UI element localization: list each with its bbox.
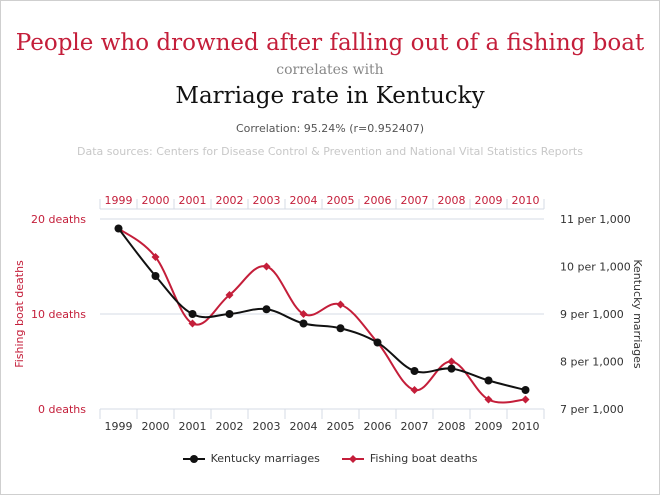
chart-legend: Kentucky marriages Fishing boat deaths — [0, 452, 660, 465]
series-lines — [117, 227, 526, 404]
y-right-tick-label: 7 per 1,000 — [560, 403, 624, 416]
data-point-marriages — [225, 310, 234, 318]
data-point-marriages — [188, 310, 197, 318]
x-tick-label-bottom: 2009 — [475, 420, 503, 433]
y-right-axis-title: Kentucky marriages — [631, 259, 644, 369]
x-tick-label-bottom: 2003 — [253, 420, 281, 433]
data-sources: Data sources: Centers for Disease Contro… — [77, 145, 583, 158]
y-right-tick-label: 10 per 1,000 — [560, 261, 631, 274]
x-tick-label-top: 2007 — [401, 194, 429, 207]
correlation-text: Correlation: 95.24% (r=0.952407) — [235, 122, 425, 135]
data-point-fishing — [447, 357, 456, 366]
data-point-marriages — [521, 386, 530, 394]
data-point-fishing — [336, 300, 345, 309]
y-left-tick-label: 20 deaths — [31, 213, 86, 226]
x-tick-label-top: 2005 — [327, 194, 355, 207]
x-tick-label-top: 2001 — [179, 194, 207, 207]
data-point-fishing — [410, 386, 419, 394]
x-tick-label-bottom: 1999 — [105, 420, 133, 433]
x-tick-label-top: 2002 — [216, 194, 244, 207]
data-point-marriages — [336, 324, 345, 333]
y-right-tick-label: 8 per 1,000 — [560, 356, 624, 369]
data-point-fishing — [225, 291, 234, 299]
tick-labels: 1999 1999 2000 2000 2001 2001 2002 2002 2003 2003… — [13, 194, 644, 433]
grid-lines — [100, 218, 544, 410]
x-tick-label-top: 2010 — [512, 194, 540, 207]
data-point-marriages — [447, 364, 456, 373]
y-right-tick-label: 11 per 1,000 — [560, 213, 631, 226]
data-point-marriages — [484, 376, 493, 385]
data-point-marriages — [151, 272, 160, 280]
data-point-fishing — [484, 395, 493, 404]
x-tick-label-top: 1999 — [105, 194, 133, 207]
x-tick-label-bottom: 2006 — [364, 420, 392, 433]
x-tick-label-top: 2009 — [475, 194, 503, 207]
legend-key-marriages-icon — [182, 454, 205, 463]
data-point-fishing — [521, 395, 530, 404]
legend-item-marriages: Kentucky marriages — [182, 452, 320, 465]
x-tick-label-top: 2000 — [142, 194, 170, 207]
x-tick-label-bottom: 2005 — [327, 420, 355, 433]
y-left-axis-title: Fishing boat deaths — [13, 260, 26, 368]
data-point-marriages — [373, 338, 382, 347]
x-tick-label-bottom: 2000 — [142, 420, 170, 433]
x-tick-label-bottom: 2002 — [216, 420, 244, 433]
series-points — [114, 224, 530, 404]
x-tick-label-top: 2008 — [438, 194, 466, 207]
x-tick-label-top: 2004 — [290, 194, 318, 207]
y-left-tick-label: 10 deaths — [31, 308, 86, 321]
y-left-tick-label: 0 deaths — [38, 403, 86, 416]
x-tick-label-bottom: 2007 — [401, 420, 429, 433]
x-tick-label-top: 2003 — [253, 194, 281, 207]
series-line-fishing — [117, 227, 526, 404]
chart-connector: correlates with — [276, 62, 384, 78]
chart-title-secondary: Marriage rate in Kentucky — [175, 83, 485, 109]
data-point-marriages — [299, 319, 308, 328]
x-tick-label-bottom: 2001 — [179, 420, 207, 433]
data-point-fishing — [188, 319, 197, 328]
data-point-fishing — [262, 262, 271, 271]
y-right-tick-label: 9 per 1,000 — [560, 308, 624, 321]
chart-title-primary: People who drowned after falling out of … — [15, 30, 645, 56]
legend-label-marriages: Kentucky marriages — [210, 452, 320, 465]
data-point-marriages — [262, 305, 271, 314]
x-tick-label-bottom: 2010 — [512, 420, 540, 433]
data-point-marriages — [114, 224, 123, 233]
x-tick-label-bottom: 2004 — [290, 420, 318, 433]
legend-label-fishing: Fishing boat deaths — [369, 452, 478, 465]
data-point-fishing — [299, 310, 308, 318]
data-point-fishing — [151, 253, 160, 261]
legend-key-fishing-icon — [341, 454, 364, 463]
x-tick-label-bottom: 2008 — [438, 420, 466, 433]
tick-marks — [99, 199, 545, 419]
data-point-marriages — [410, 367, 419, 375]
legend-item-fishing: Fishing boat deaths — [341, 452, 478, 465]
x-tick-label-top: 2006 — [364, 194, 392, 207]
